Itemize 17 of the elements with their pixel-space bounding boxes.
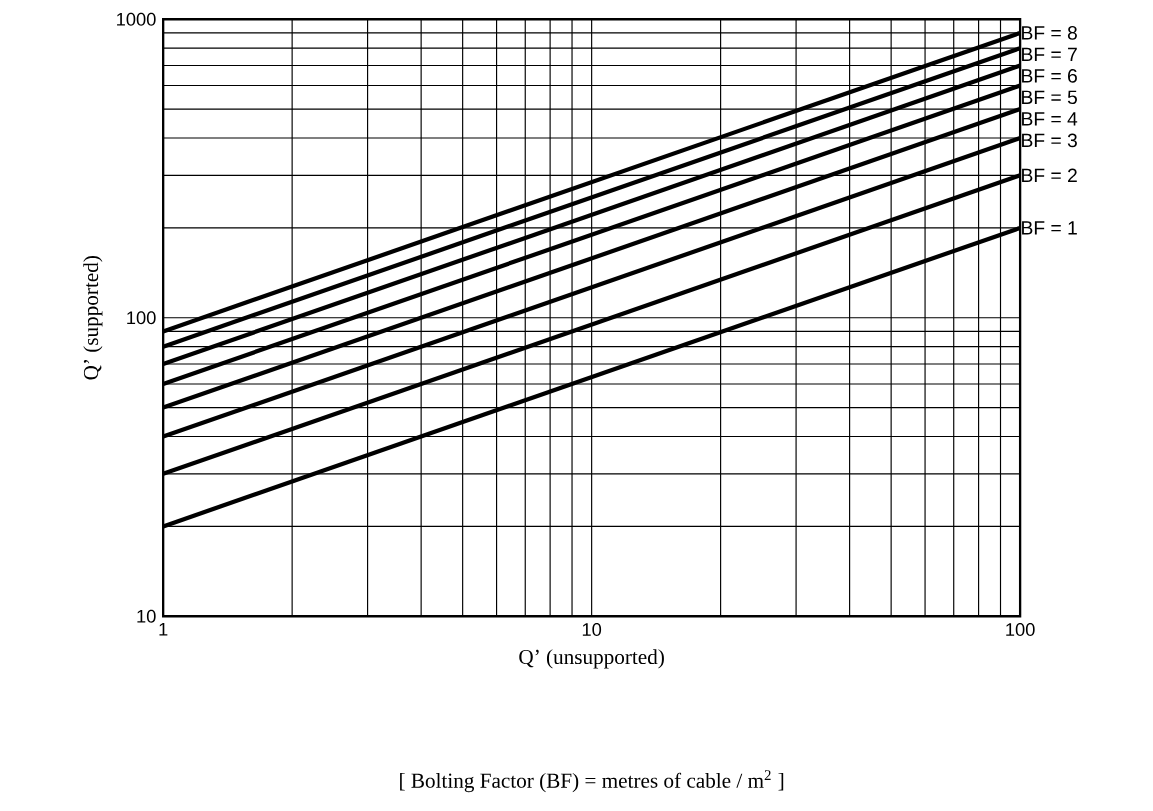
series-label: BF = 6: [1022, 69, 1077, 83]
x-tick-label: 100: [1006, 623, 1035, 637]
series-label: BF = 3: [1022, 133, 1077, 148]
series-label: BF = 5: [1022, 90, 1077, 105]
x-tick-label: 10: [582, 623, 602, 637]
series-label: BF = 1: [1022, 221, 1077, 235]
series-label: BF = 8: [1022, 26, 1077, 40]
y-tick-label: 10: [137, 609, 156, 623]
series-label: BF = 2: [1022, 168, 1077, 183]
y-tick-label: 1000: [117, 12, 156, 26]
series-label: BF = 7: [1022, 47, 1077, 62]
y-tick-label: 100: [127, 311, 156, 325]
x-axis-title: Q’ (unsupported): [519, 649, 664, 669]
text: [ Bolting Factor (BF) = metres of cable / m$^{2}$ ]: [400, 770, 784, 793]
y-axis-title: Q’ (supported): [83, 256, 103, 380]
series-label: BF = 4: [1022, 112, 1078, 126]
x-tick-label: 1: [159, 623, 168, 636]
